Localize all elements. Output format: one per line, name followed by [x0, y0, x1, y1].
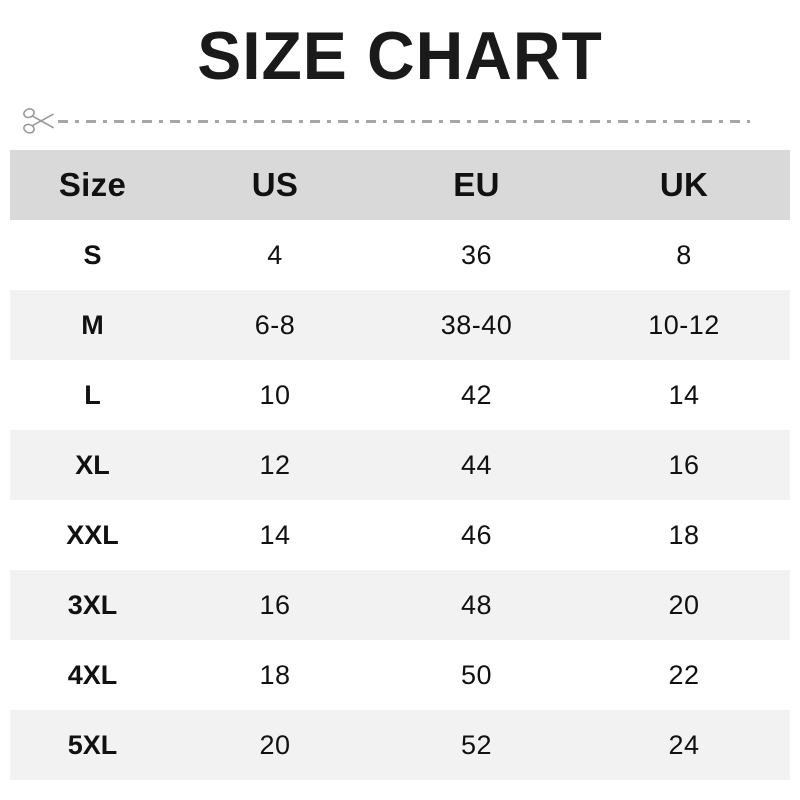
- table-row: XXL 14 46 18: [10, 500, 790, 570]
- cell-uk: 10-12: [648, 310, 720, 340]
- table-row: M 6-8 38-40 10-12: [10, 290, 790, 360]
- cell-us: 20: [259, 730, 291, 760]
- size-chart-table: Size US EU UK S 4 36 8 M 6-8 38-40 10-12…: [10, 150, 790, 780]
- page-title-container: SIZE CHART: [0, 20, 800, 92]
- table-row: L 10 42 14: [10, 360, 790, 430]
- cell-eu: 36: [460, 240, 493, 270]
- cell-eu: 52: [460, 730, 493, 760]
- table-body: S 4 36 8 M 6-8 38-40 10-12 L 10 42 14 XL…: [10, 220, 790, 780]
- scissors-icon: [22, 106, 56, 136]
- cell-eu: 38-40: [440, 310, 513, 340]
- table-row: 4XL 18 50 22: [10, 640, 790, 710]
- cell-eu: 42: [460, 380, 493, 410]
- cell-size: L: [84, 380, 101, 410]
- cell-uk: 18: [668, 520, 700, 550]
- table-row: XL 12 44 16: [10, 430, 790, 500]
- cell-us: 16: [259, 590, 291, 620]
- column-header-us: US: [251, 166, 299, 203]
- cell-uk: 22: [668, 660, 700, 690]
- column-header-size: Size: [58, 166, 127, 203]
- cell-us: 10: [259, 380, 291, 410]
- cell-size: S: [83, 240, 102, 270]
- column-header-uk: UK: [659, 166, 709, 203]
- cell-size: 5XL: [67, 730, 118, 760]
- cell-us: 18: [259, 660, 291, 690]
- cell-eu: 50: [460, 660, 493, 690]
- cell-size: XL: [75, 450, 110, 480]
- cell-eu: 46: [460, 520, 493, 550]
- cell-uk: 24: [668, 730, 700, 760]
- table-row: S 4 36 8: [10, 220, 790, 290]
- cell-size: 4XL: [67, 660, 118, 690]
- cell-us: 6-8: [254, 310, 296, 340]
- cell-uk: 20: [668, 590, 700, 620]
- cell-eu: 44: [460, 450, 493, 480]
- cell-us: 14: [259, 520, 291, 550]
- page-title: SIZE CHART: [197, 18, 603, 94]
- table-header-row: Size US EU UK: [10, 150, 790, 220]
- table-header: Size US EU UK: [10, 150, 790, 220]
- cell-uk: 14: [668, 380, 700, 410]
- cell-us: 12: [259, 450, 291, 480]
- table-row: 5XL 20 52 24: [10, 710, 790, 780]
- cell-uk: 8: [676, 240, 692, 270]
- column-header-eu: EU: [453, 166, 500, 203]
- cut-line-dashes: [58, 119, 750, 123]
- cell-size: 3XL: [67, 590, 118, 620]
- cell-size: XXL: [66, 520, 119, 550]
- cell-uk: 16: [668, 450, 700, 480]
- table-row: 3XL 16 48 20: [10, 570, 790, 640]
- cell-us: 4: [267, 240, 283, 270]
- cell-size: M: [81, 310, 104, 340]
- cut-line: [22, 104, 778, 138]
- cell-eu: 48: [460, 590, 493, 620]
